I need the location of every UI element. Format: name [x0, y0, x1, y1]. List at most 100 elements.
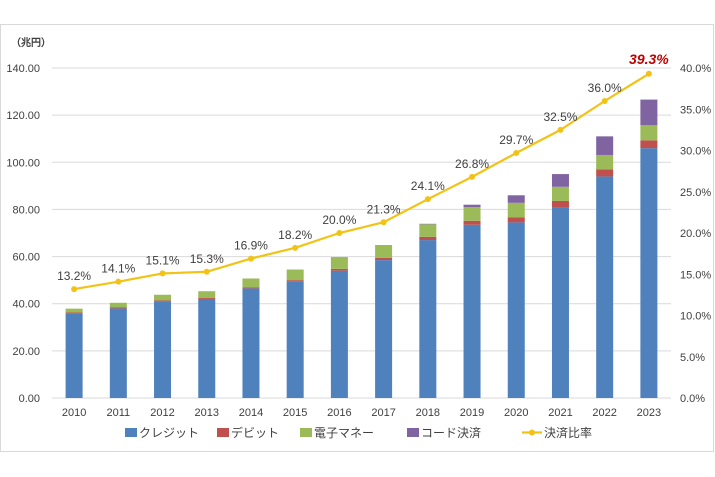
- x-axis-ticks: 2010 2011 2012 2013 2014 2015 2016 2017 2018 2019…: [62, 407, 661, 419]
- bar-segment: [375, 245, 393, 258]
- right-tick-label: 0.0%: [680, 393, 705, 405]
- ratio-data-label: 15.3%: [190, 252, 224, 266]
- legend-label: 電子マネー: [314, 426, 374, 440]
- legend-swatch: [407, 428, 419, 437]
- bar-segment: [242, 287, 260, 289]
- bar-segment: [507, 217, 525, 223]
- ratio-data-label: 13.2%: [57, 269, 91, 283]
- ratio-data-label: 26.8%: [455, 157, 489, 171]
- bar-segment: [551, 186, 569, 201]
- ratio-point: [336, 230, 343, 236]
- left-tick-label: 40.00: [12, 299, 40, 311]
- bar-segment: [198, 299, 216, 398]
- bar-segment: [242, 278, 260, 288]
- right-tick-label: 20.0%: [680, 228, 711, 240]
- legend-label: 決済比率: [544, 425, 592, 440]
- legend-line-marker: [529, 429, 535, 436]
- ratio-data-label: 36.0%: [588, 81, 622, 95]
- ratio-data-label: 18.2%: [278, 228, 312, 242]
- x-tick-label: 2018: [416, 407, 440, 419]
- bar-segment: [551, 200, 569, 208]
- bar-segment: [419, 223, 437, 225]
- right-tick-label: 5.0%: [680, 352, 705, 364]
- ratio-line: 13.2% 14.1% 15.1% 15.3% 16.9% 18.2% 20.0% 21.3%…: [57, 51, 669, 293]
- bar-segment: [154, 300, 172, 302]
- bar-segment: [463, 220, 481, 225]
- right-tick-label: 15.0%: [680, 269, 711, 281]
- bar-segment: [65, 313, 83, 398]
- bar-segment: [640, 148, 658, 398]
- bar-segment: [640, 140, 658, 149]
- left-tick-label: 0.00: [19, 393, 40, 405]
- ratio-point: [645, 70, 652, 77]
- bar-segment: [596, 169, 614, 177]
- ratio-point: [159, 270, 166, 277]
- bar-segment: [286, 281, 304, 398]
- ratio-data-label: 15.1%: [146, 253, 180, 267]
- ratio-point: [247, 255, 254, 262]
- bar-segment: [154, 294, 172, 301]
- ratio-point: [424, 196, 431, 203]
- x-tick-label: 2023: [637, 407, 661, 419]
- left-tick-label: 20.00: [12, 346, 40, 358]
- ratio-point: [71, 286, 78, 293]
- bar-segment: [551, 207, 569, 398]
- bar-segment: [109, 302, 127, 308]
- legend-label: デビット: [231, 425, 279, 440]
- y-unit-label: （兆円）: [11, 36, 51, 49]
- bar-segment: [375, 260, 393, 398]
- ratio-data-label: 21.3%: [367, 202, 401, 216]
- bar-segment: [375, 257, 393, 261]
- ratio-data-label: 24.1%: [411, 179, 445, 193]
- bar-segment: [551, 174, 569, 187]
- ratio-point: [469, 173, 476, 180]
- left-tick-label: 100.00: [6, 157, 40, 169]
- x-tick-label: 2019: [460, 407, 484, 419]
- x-tick-label: 2022: [592, 407, 616, 419]
- bar-segment: [507, 195, 525, 203]
- legend-label: コード決済: [421, 425, 481, 440]
- legend-label: クレジット: [139, 426, 199, 440]
- bar-segment: [330, 257, 348, 269]
- bar-segment: [640, 125, 658, 141]
- left-tick-label: 140.00: [6, 63, 40, 75]
- x-tick-label: 2020: [504, 407, 528, 419]
- x-tick-label: 2021: [548, 407, 572, 419]
- ratio-data-label: 20.0%: [322, 213, 356, 227]
- bar-segment: [596, 136, 614, 155]
- right-tick-label: 30.0%: [680, 146, 711, 158]
- right-tick-label: 10.0%: [680, 311, 711, 323]
- right-tick-label: 35.0%: [680, 104, 711, 116]
- ratio-line-path: [73, 72, 650, 291]
- bar-segment: [109, 308, 127, 398]
- bar-segment: [419, 236, 437, 241]
- ratio-point: [557, 126, 564, 133]
- right-tick-label: 25.0%: [680, 187, 711, 199]
- ratio-point: [380, 219, 387, 226]
- legend: クレジット デビット 電子マネー コード決済 決済比率: [125, 425, 592, 440]
- x-tick-label: 2014: [239, 407, 263, 419]
- bar-segment: [109, 307, 127, 309]
- left-tick-label: 60.00: [12, 252, 40, 264]
- bar-segment: [198, 291, 216, 299]
- bar-segment: [463, 207, 481, 221]
- bar-segment: [286, 280, 304, 282]
- ratio-data-label: 29.7%: [499, 133, 533, 147]
- bar-segment: [330, 268, 348, 271]
- left-axis-ticks: 0.00 20.00 40.00 60.00 80.00 100.00 120.00 140.…: [6, 63, 40, 405]
- chart-frame: （兆円） 0.00 20.00 40.00 60.00 80.00 100.00 120.0…: [0, 24, 714, 452]
- x-tick-label: 2015: [283, 407, 307, 419]
- bar-segment: [596, 176, 614, 398]
- left-tick-label: 120.00: [6, 110, 40, 122]
- x-tick-label: 2017: [371, 407, 395, 419]
- x-tick-label: 2013: [195, 407, 219, 419]
- legend-swatch: [125, 428, 137, 437]
- bar-segment: [463, 224, 481, 398]
- bar-segment: [507, 222, 525, 398]
- ratio-point: [115, 278, 122, 285]
- ratio-point: [203, 268, 210, 275]
- legend-swatch: [300, 428, 312, 437]
- bar-segment: [419, 224, 437, 237]
- bar-segment: [65, 312, 83, 314]
- right-axis-ticks: 0.0% 5.0% 10.0% 15.0% 20.0% 25.0% 30.0% 35.0% 40…: [680, 63, 711, 405]
